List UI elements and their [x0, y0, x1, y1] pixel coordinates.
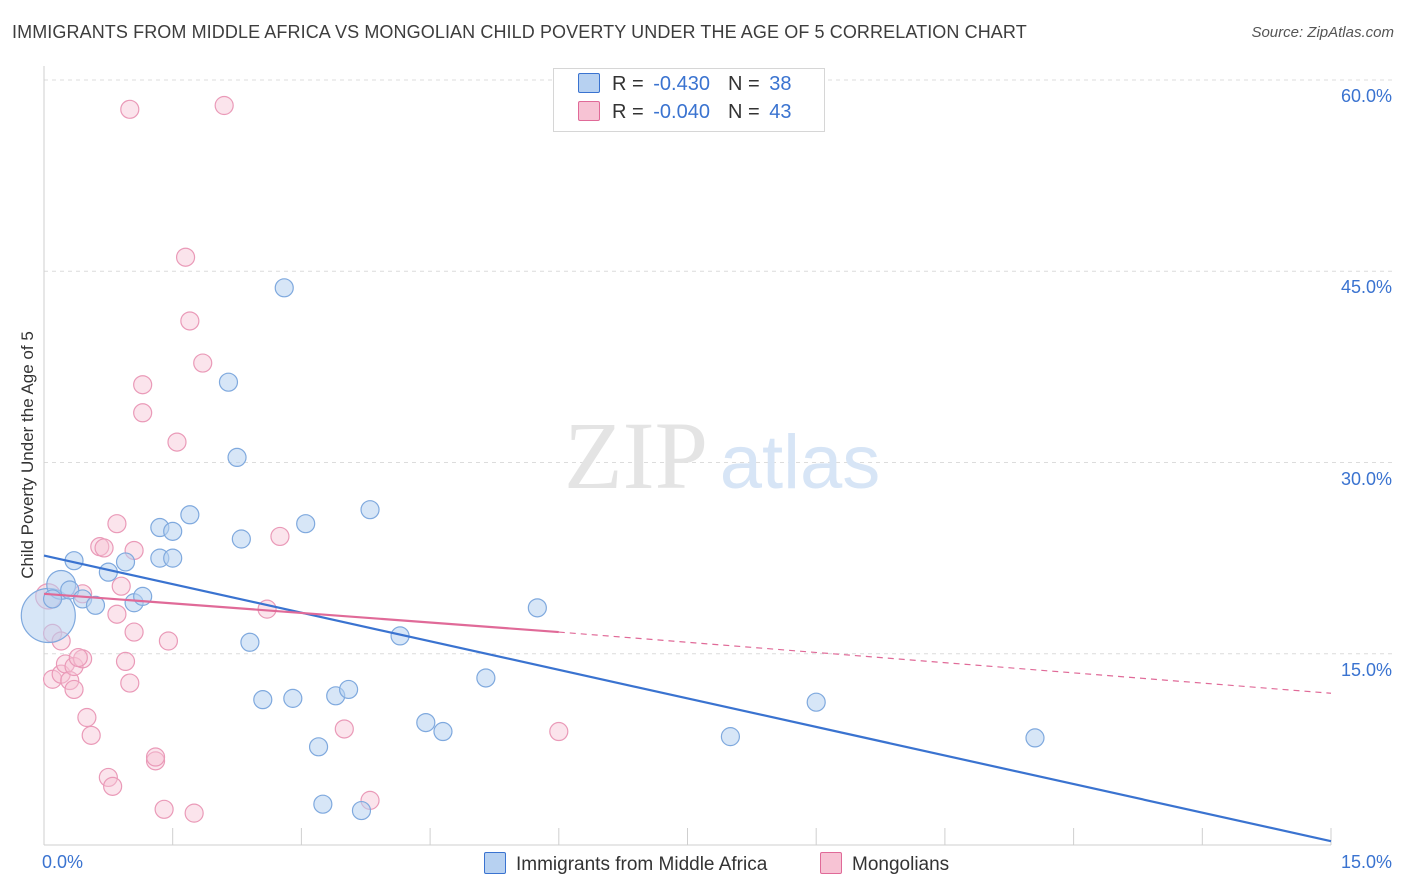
- legend-swatch-blue: [578, 73, 600, 93]
- legend-label: Mongolians: [852, 854, 950, 875]
- middle-africa-point: [296, 514, 316, 534]
- middle-africa-point: [180, 505, 200, 525]
- middle-africa-point: [218, 372, 239, 392]
- middle-africa-point: [274, 278, 294, 298]
- middle-africa-point: [806, 692, 826, 712]
- middle-africa-point: [720, 727, 741, 747]
- legend-n-value: 43: [769, 101, 792, 123]
- mongolians-point: [120, 99, 140, 119]
- legend-n-value: 38: [769, 73, 792, 95]
- middle-africa-point: [313, 794, 333, 814]
- legend-label: Immigrants from Middle Africa: [516, 854, 768, 875]
- mongolians-point: [111, 576, 131, 596]
- mongolians-point: [68, 647, 88, 668]
- middle-africa-point: [476, 668, 496, 688]
- mongolians-point: [175, 247, 196, 267]
- y-tick-label: 30.0%: [1340, 468, 1392, 489]
- axes: [43, 66, 1332, 846]
- legend-row-middle-africa: R = -0.430 N = 38: [578, 73, 791, 101]
- middle-africa-point: [253, 690, 273, 710]
- middle-africa-point: [1025, 728, 1045, 748]
- chart-source: Source: ZipAtlas.com: [1251, 24, 1394, 41]
- middle-africa-points: [20, 278, 1045, 821]
- mongolians-point: [107, 514, 127, 534]
- mongolians-points: [35, 95, 569, 823]
- middle-africa-point: [231, 529, 251, 549]
- mongolians-trend-extension: [558, 631, 1332, 694]
- x-tick-label-max: 15.0%: [1340, 852, 1392, 872]
- mongolians-point: [120, 673, 140, 693]
- mongolians-point: [81, 725, 101, 745]
- correlation-legend: R = -0.430 N = 38 R = -0.040 N = 43: [553, 68, 825, 132]
- legend-swatch-blue: [484, 852, 506, 874]
- mongolians-point: [334, 719, 354, 739]
- mongolians-point: [133, 375, 153, 395]
- legend-r-value: -0.040: [653, 101, 710, 123]
- middle-africa-trend-line: [43, 554, 1332, 843]
- middle-africa-point: [351, 800, 372, 821]
- mongolians-point: [133, 403, 153, 423]
- mongolians-point: [103, 776, 123, 796]
- legend-row-mongolians: R = -0.040 N = 43: [578, 101, 791, 129]
- watermark-zip: ZIP: [564, 402, 708, 509]
- middle-africa-point: [433, 721, 453, 742]
- mongolians-point: [214, 95, 234, 116]
- legend-r-value: -0.430: [653, 73, 710, 95]
- mongolians-point: [167, 432, 187, 452]
- middle-africa-point: [115, 552, 136, 572]
- middle-africa-point: [163, 521, 183, 541]
- mongolians-point: [64, 679, 84, 700]
- mongolians-point: [270, 526, 290, 547]
- legend-swatch-pink: [820, 852, 842, 874]
- mongolians-point: [94, 538, 114, 558]
- middle-africa-point: [240, 632, 260, 652]
- mongolians-point: [549, 721, 569, 742]
- mongolians-point: [124, 622, 144, 642]
- trend-lines: [43, 554, 1332, 843]
- middle-africa-point: [527, 598, 547, 618]
- y-tick-label: 60.0%: [1340, 86, 1392, 106]
- middle-africa-point: [416, 712, 436, 733]
- mongolians-point: [115, 651, 136, 672]
- y-tick-label: 15.0%: [1340, 659, 1392, 680]
- mongolians-point: [180, 311, 200, 331]
- mongolians-point: [98, 767, 118, 788]
- y-tick-label: 45.0%: [1340, 277, 1392, 298]
- mongolians-point: [77, 707, 97, 728]
- legend-item-mongolians: Mongolians: [820, 852, 949, 876]
- middle-africa-point: [42, 589, 63, 609]
- mongolians-point: [154, 799, 174, 819]
- mongolians-point: [158, 631, 179, 651]
- mongolians-trend-line: [43, 592, 559, 634]
- mongolians-point: [107, 604, 127, 624]
- watermark: ZIP atlas: [564, 402, 880, 509]
- mongolians-point: [184, 803, 204, 823]
- mongolians-point: [145, 747, 166, 767]
- middle-africa-point: [360, 500, 380, 520]
- middle-africa-point: [85, 595, 106, 615]
- legend-item-middle-africa: Immigrants from Middle Africa: [484, 852, 767, 876]
- middle-africa-point: [308, 737, 329, 757]
- mongolians-point: [193, 353, 213, 373]
- middle-africa-point: [338, 679, 359, 700]
- watermark-atlas: atlas: [720, 420, 881, 505]
- middle-africa-point: [227, 447, 247, 467]
- middle-africa-point: [163, 548, 183, 568]
- chart-title: IMMIGRANTS FROM MIDDLE AFRICA VS MONGOLI…: [12, 22, 1027, 42]
- x-tick-label-min: 0.0%: [42, 852, 84, 872]
- legend-swatch-pink: [578, 101, 600, 121]
- middle-africa-point: [283, 688, 303, 708]
- gridlines: [44, 79, 1392, 655]
